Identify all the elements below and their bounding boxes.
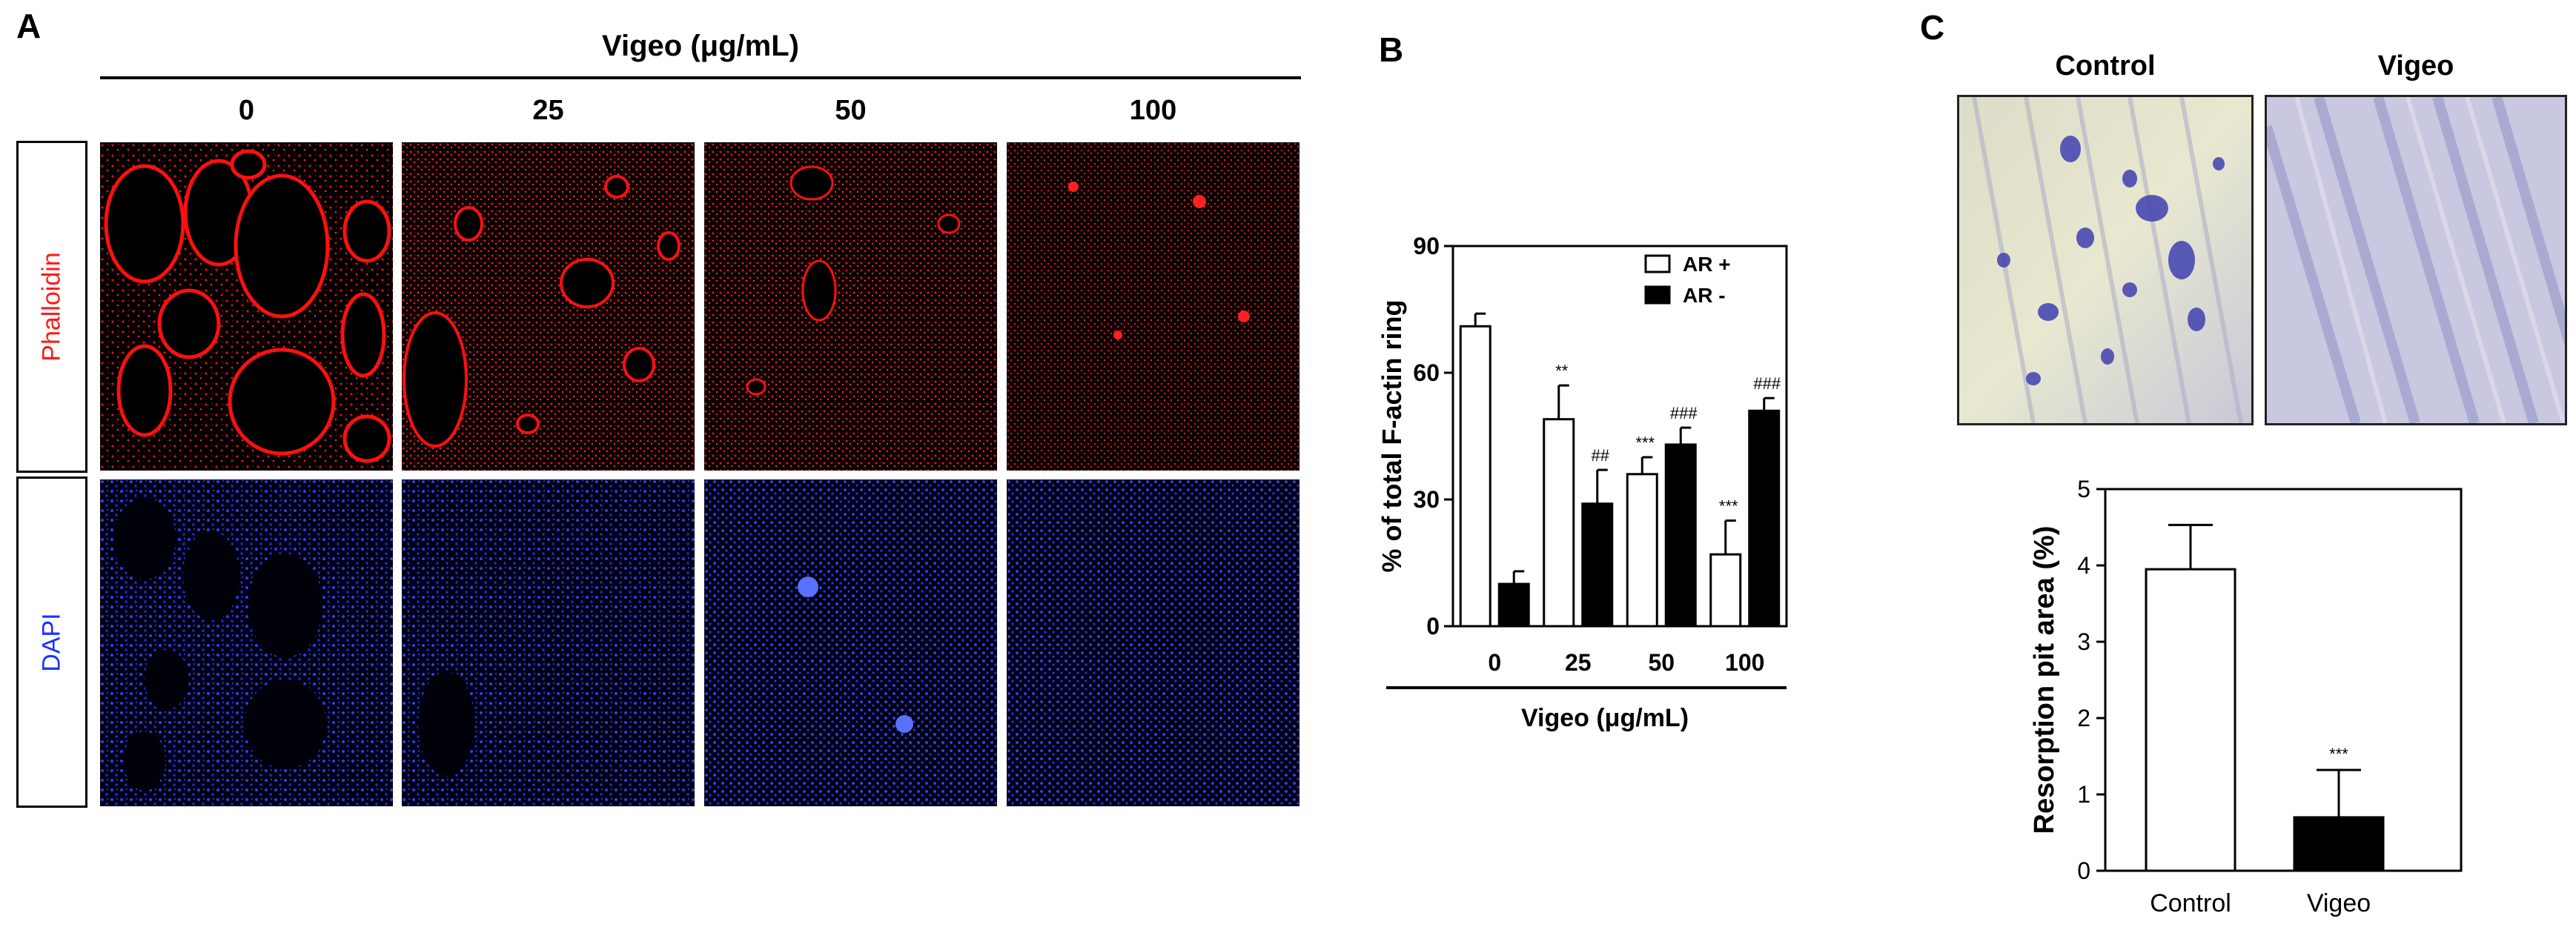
significance-label: *** bbox=[1635, 434, 1655, 452]
y-tick-label: 2 bbox=[2077, 705, 2090, 731]
x-tick-label: 100 bbox=[1725, 649, 1764, 676]
plot-frame bbox=[2104, 488, 2463, 872]
significance-label: ## bbox=[1592, 446, 1610, 465]
y-axis-label: Resorption pit area (%) bbox=[2029, 526, 2060, 834]
y-tick-label: 0 bbox=[1426, 613, 1440, 640]
bar bbox=[1543, 418, 1575, 628]
legend-label: AR - bbox=[1683, 284, 1726, 307]
y-tick-label: 0 bbox=[2077, 857, 2090, 884]
y-tick-label: 30 bbox=[1413, 486, 1440, 513]
dapi-image-dose-0 bbox=[100, 479, 393, 806]
bar bbox=[1459, 325, 1491, 628]
phalloidin-image-dose-50 bbox=[704, 142, 997, 471]
significance-label: ### bbox=[1670, 404, 1698, 422]
phalloidin-image-dose-100 bbox=[1007, 142, 1299, 471]
x-axis-label: Vigeo (μg/mL) bbox=[1521, 704, 1689, 732]
resorption-pit-chart: 0 1 2 3 4 5 Control Vigeo *** Resorption pit area… bbox=[2029, 476, 2463, 917]
dose-header-rule bbox=[100, 76, 1301, 79]
significance-label: *** bbox=[1719, 497, 1738, 516]
x-tick-label: 0 bbox=[1488, 649, 1501, 676]
panel-c-letter: C bbox=[1920, 8, 1945, 47]
row-label-box-dapi: DAPI bbox=[16, 477, 87, 808]
image-label-control: Control bbox=[2055, 50, 2156, 82]
y-tick-label: 5 bbox=[2077, 476, 2090, 502]
legend-label: AR + bbox=[1683, 253, 1731, 276]
significance-label: ** bbox=[1555, 362, 1569, 380]
row-label-box-phalloidin: Phalloidin bbox=[16, 141, 87, 473]
row-label-phalloidin: Phalloidin bbox=[37, 252, 66, 362]
legend-swatch bbox=[1644, 254, 1671, 273]
y-tick-label: 4 bbox=[2077, 552, 2090, 579]
y-tick-label: 60 bbox=[1413, 359, 1440, 386]
bar bbox=[1497, 582, 1530, 628]
dose-label-0: 0 bbox=[238, 95, 255, 126]
significance-label: ### bbox=[1753, 374, 1781, 393]
y-tick-label: 3 bbox=[2077, 628, 2090, 655]
phalloidin-image-dose-25 bbox=[402, 142, 695, 471]
panel-b-letter: B bbox=[1379, 30, 1404, 69]
legend-swatch bbox=[1644, 285, 1671, 305]
dose-label-100: 100 bbox=[1129, 95, 1177, 126]
bar bbox=[2293, 816, 2385, 872]
y-tick-label: 90 bbox=[1413, 233, 1440, 259]
resorption-image-vigeo bbox=[2265, 95, 2567, 425]
resorption-image-control bbox=[1957, 95, 2254, 425]
dapi-image-dose-100 bbox=[1007, 479, 1299, 806]
f-actin-ring-chart: 0 30 60 90 0 25 ** ## 50 *** ### 100 *** ### Vigeo (μg… bbox=[1377, 233, 1788, 732]
bar bbox=[1581, 502, 1614, 628]
vigeo-dose-header: Vigeo (μg/mL) bbox=[602, 30, 799, 62]
x-tick-label: 50 bbox=[1648, 649, 1675, 676]
dapi-image-dose-25 bbox=[402, 479, 695, 806]
phalloidin-image-dose-0 bbox=[100, 142, 393, 471]
panel-a-letter: A bbox=[16, 7, 42, 45]
y-tick-label: 1 bbox=[2077, 781, 2090, 808]
significance-label: *** bbox=[2329, 745, 2348, 763]
y-axis-label: % of total F-actin ring bbox=[1377, 300, 1407, 573]
dose-label-25: 25 bbox=[532, 95, 564, 126]
bar bbox=[1748, 409, 1781, 628]
x-tick-label: Vigeo bbox=[2307, 889, 2371, 917]
plot-frame bbox=[1451, 245, 1788, 628]
bar bbox=[2145, 568, 2236, 872]
row-label-dapi: DAPI bbox=[37, 612, 66, 672]
dose-label-50: 50 bbox=[835, 95, 867, 126]
x-tick-label: Control bbox=[2150, 889, 2231, 917]
image-label-vigeo: Vigeo bbox=[2377, 50, 2454, 82]
x-tick-label: 25 bbox=[1565, 649, 1592, 676]
bar bbox=[1626, 473, 1658, 628]
dapi-image-dose-50 bbox=[704, 479, 997, 806]
bar bbox=[1664, 443, 1697, 628]
bar bbox=[1709, 553, 1742, 628]
